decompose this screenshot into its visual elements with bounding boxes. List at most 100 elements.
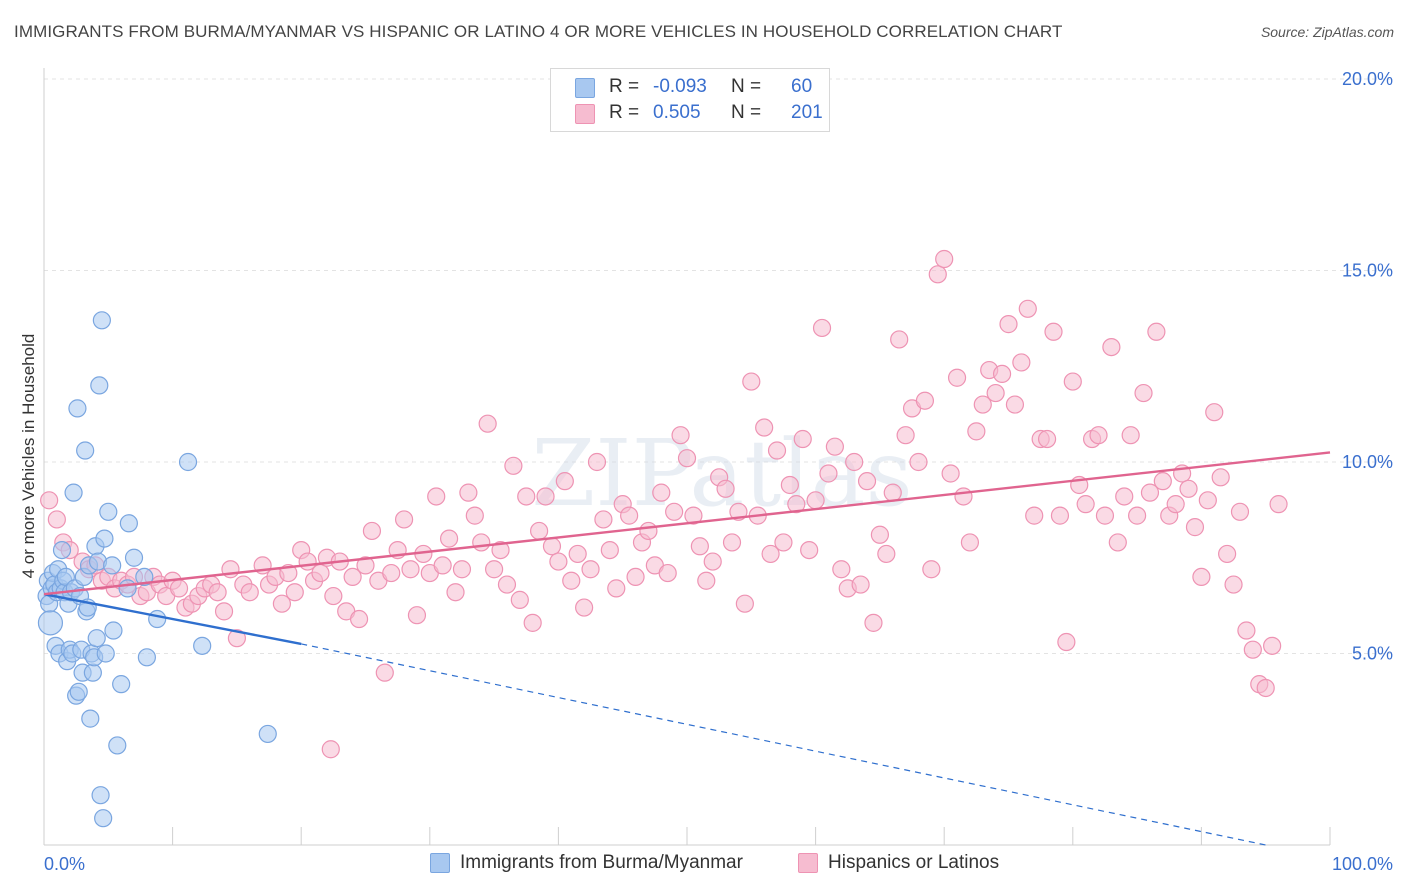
trendline-burma-extension	[301, 643, 1266, 846]
data-point-hispanics	[607, 579, 626, 598]
data-point-hispanics	[761, 544, 780, 564]
data-point-burma	[104, 621, 123, 640]
data-point-burma	[95, 529, 114, 548]
data-point-burma	[137, 648, 156, 667]
data-point-hispanics	[806, 491, 825, 510]
data-point-burma	[193, 636, 212, 655]
data-point-burma	[83, 663, 102, 682]
legend-n-label: N =	[731, 76, 762, 97]
data-point-hispanics	[1102, 338, 1121, 357]
data-point-hispanics	[1025, 506, 1044, 525]
data-point-hispanics	[227, 629, 246, 648]
data-point-hispanics	[658, 563, 677, 583]
data-point-hispanics	[1243, 640, 1262, 659]
data-point-hispanics	[536, 487, 555, 506]
data-point-hispanics	[549, 552, 568, 571]
data-point-hispanics	[1237, 621, 1256, 640]
data-point-hispanics	[1005, 395, 1025, 414]
data-point-hispanics	[1205, 403, 1224, 422]
x-tick-label: 0.0%	[44, 854, 85, 874]
chart-title: IMMIGRANTS FROM BURMA/MYANMAR VS HISPANI…	[14, 22, 1063, 41]
legend-r-value: -0.093	[653, 76, 707, 97]
data-point-hispanics	[1057, 632, 1076, 652]
y-tick-label: 5.0%	[1352, 644, 1393, 664]
data-point-burma	[52, 540, 72, 560]
data-point-hispanics	[407, 606, 427, 625]
data-point-hispanics	[542, 537, 562, 556]
trendline-hispanics	[43, 451, 1331, 596]
data-point-burma	[68, 399, 87, 418]
data-point-hispanics	[1269, 495, 1288, 514]
data-point-hispanics	[1192, 567, 1211, 587]
data-point-hispanics	[697, 571, 716, 590]
data-point-hispanics	[1076, 495, 1095, 514]
bottom-legend-label-burma: Immigrants from Burma/Myanmar	[460, 852, 743, 873]
data-point-burma	[148, 609, 167, 629]
data-point-hispanics	[600, 540, 619, 560]
data-point-hispanics	[973, 395, 992, 414]
data-point-hispanics	[665, 502, 684, 521]
legend-r-label: R =	[609, 76, 640, 97]
data-point-hispanics	[1211, 468, 1230, 487]
data-point-hispanics	[800, 540, 819, 560]
data-point-hispanics	[427, 487, 446, 506]
data-point-hispanics	[504, 456, 523, 475]
data-point-hispanics	[1230, 502, 1250, 521]
y-tick-label: 15.0%	[1342, 261, 1393, 281]
tick-labels: 5.0% 10.0% 15.0% 20.0% 0.0% 100.0%	[44, 69, 1393, 874]
data-point-burma	[94, 809, 113, 828]
data-point-hispanics	[1134, 383, 1153, 403]
data-point-hispanics	[594, 510, 613, 529]
data-point-hispanics	[845, 452, 864, 472]
data-point-hispanics	[478, 414, 497, 433]
data-point-hispanics	[214, 602, 234, 621]
series-burma-points	[37, 311, 277, 828]
data-point-hispanics	[1108, 533, 1127, 552]
bottom-legend-swatch-burma	[430, 853, 450, 873]
data-point-hispanics	[1198, 491, 1217, 510]
data-point-burma	[99, 502, 118, 521]
data-point-hispanics	[472, 533, 491, 552]
data-point-hispanics	[999, 315, 1018, 334]
data-point-burma	[258, 724, 277, 744]
data-point-hispanics	[530, 521, 549, 541]
x-tick-label: 100.0%	[1332, 854, 1393, 874]
axes	[43, 68, 1331, 846]
data-point-burma	[124, 548, 144, 567]
data-point-hispanics	[272, 594, 292, 613]
data-point-hispanics	[382, 563, 401, 583]
data-point-hispanics	[1218, 544, 1237, 564]
data-point-hispanics	[864, 613, 883, 632]
data-point-hispanics	[1140, 483, 1160, 502]
data-point-hispanics	[401, 560, 420, 579]
data-point-hispanics	[877, 544, 896, 564]
data-point-hispanics	[671, 426, 690, 445]
data-point-hispanics	[812, 318, 832, 338]
legend-swatch-burma	[575, 78, 595, 98]
data-point-hispanics	[452, 560, 472, 579]
data-point-hispanics	[620, 506, 639, 525]
data-point-hispanics	[967, 422, 986, 441]
data-point-hispanics	[928, 265, 947, 284]
data-point-hispanics	[394, 510, 414, 529]
data-point-hispanics	[1256, 678, 1275, 698]
data-point-hispanics	[684, 506, 703, 525]
data-point-hispanics	[767, 441, 787, 460]
data-point-hispanics	[787, 495, 806, 514]
data-point-hispanics	[652, 483, 671, 502]
data-point-hispanics	[935, 249, 954, 269]
data-point-hispanics	[1224, 575, 1243, 594]
data-point-hispanics	[780, 475, 799, 495]
data-point-hispanics	[568, 544, 587, 564]
data-point-hispanics	[40, 491, 59, 510]
data-point-hispanics	[819, 464, 838, 483]
data-point-burma	[92, 311, 111, 330]
data-point-burma	[91, 786, 110, 805]
data-point-hispanics	[1095, 506, 1115, 525]
data-point-burma	[118, 579, 137, 598]
data-point-hispanics	[639, 521, 658, 541]
data-point-hispanics	[909, 452, 928, 472]
data-point-hispanics	[851, 575, 870, 594]
data-point-hispanics	[465, 506, 484, 525]
